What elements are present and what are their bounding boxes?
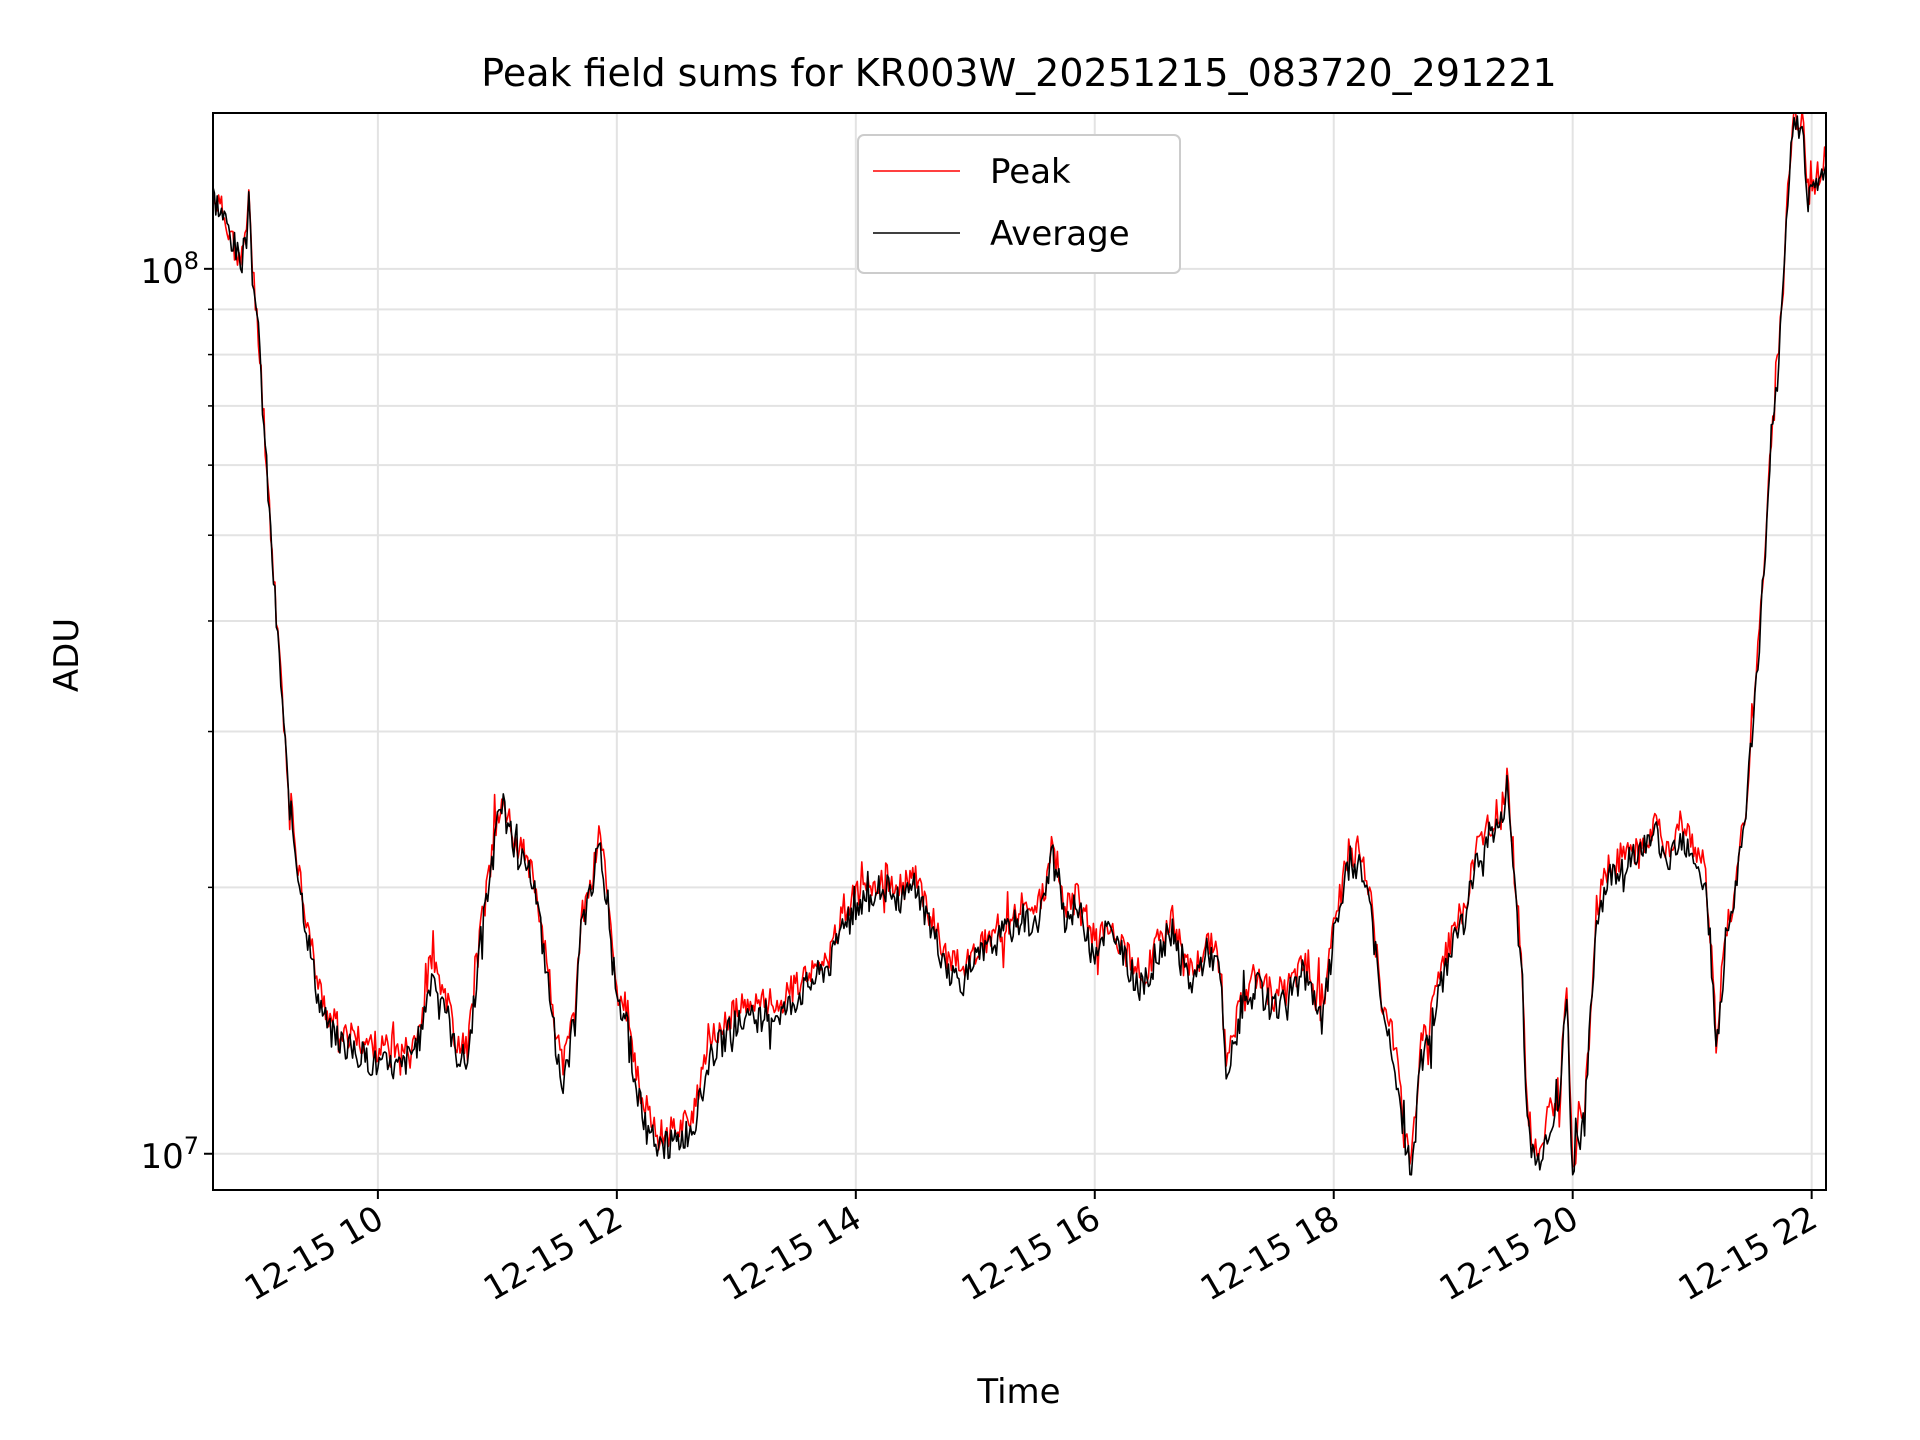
plot-frame bbox=[212, 112, 1827, 1191]
legend-label-average: Average bbox=[990, 214, 1130, 254]
y-tick-label: 108 bbox=[140, 247, 199, 292]
series-layer bbox=[213, 113, 1826, 1176]
series-line-average bbox=[213, 115, 1826, 1176]
y-tick-label: 107 bbox=[140, 1132, 199, 1177]
legend-label-peak: Peak bbox=[990, 152, 1071, 192]
x-axis-label: Time bbox=[976, 1372, 1060, 1412]
y-axis-label: ADU bbox=[47, 618, 87, 692]
grid bbox=[213, 113, 1826, 1190]
legend-box bbox=[857, 134, 1181, 274]
legend: Peak Average bbox=[857, 134, 1181, 274]
chart-title: Peak field sums for KR003W_20251215_0837… bbox=[481, 51, 1556, 95]
